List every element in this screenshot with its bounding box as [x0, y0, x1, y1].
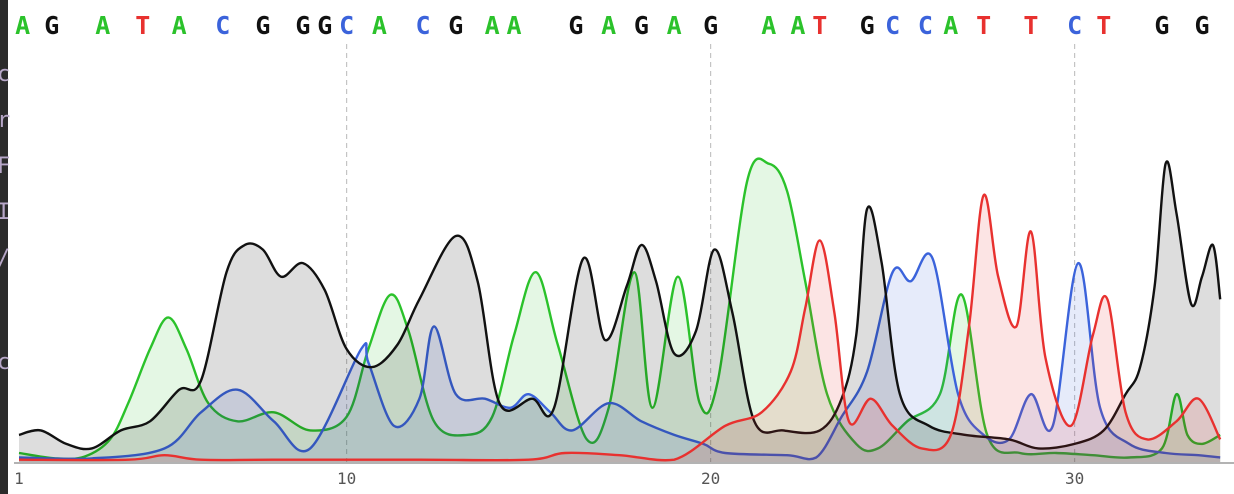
base-call[interactable]: G — [317, 11, 332, 40]
base-call[interactable]: G — [1154, 11, 1169, 40]
trace-fill-C — [19, 253, 1221, 462]
x-tick-label: 20 — [701, 469, 720, 488]
base-call[interactable]: A — [372, 11, 387, 40]
base-call[interactable]: A — [601, 11, 616, 40]
base-call[interactable]: C — [215, 11, 230, 40]
base-call[interactable]: G — [448, 11, 463, 40]
x-tick-label: 1 — [14, 469, 24, 488]
base-call[interactable]: C — [1067, 11, 1082, 40]
base-call[interactable]: A — [943, 11, 958, 40]
trace-T — [18, 193, 1222, 462]
base-call[interactable]: C — [339, 11, 354, 40]
grid-layer — [346, 44, 1076, 462]
base-call[interactable]: T — [1096, 11, 1111, 40]
trace-fill-A — [19, 158, 1221, 462]
base-call[interactable]: C — [918, 11, 933, 40]
base-call[interactable]: G — [703, 11, 718, 40]
base-call[interactable]: A — [507, 11, 522, 40]
base-call[interactable]: A — [761, 11, 776, 40]
base-call[interactable]: T — [976, 11, 991, 40]
base-call[interactable]: A — [667, 11, 682, 40]
base-call[interactable]: A — [172, 11, 187, 40]
edge-glyph: r — [0, 108, 11, 133]
base-call[interactable]: A — [95, 11, 110, 40]
base-call[interactable]: A — [790, 11, 805, 40]
base-call[interactable]: C — [885, 11, 900, 40]
base-call[interactable]: T — [812, 11, 827, 40]
edge-glyph: / — [0, 246, 10, 271]
base-call[interactable]: T — [1023, 11, 1038, 40]
edge-glyph: I — [0, 200, 11, 225]
base-call[interactable]: T — [135, 11, 150, 40]
base-call[interactable]: A — [485, 11, 500, 40]
x-tick-label: 30 — [1065, 469, 1084, 488]
base-call[interactable]: G — [295, 11, 310, 40]
trace-A — [18, 157, 1221, 461]
base-call[interactable]: G — [255, 11, 270, 40]
trace-C — [18, 252, 1221, 461]
base-call[interactable]: C — [416, 11, 431, 40]
base-call[interactable]: G — [44, 11, 59, 40]
edge-glyph: F — [0, 154, 11, 179]
left-panel-edge: c r F I / c — [0, 0, 11, 494]
x-axis: 1 10 20 30 — [14, 462, 1234, 488]
base-call[interactable]: G — [634, 11, 649, 40]
trace-G — [18, 160, 1222, 451]
trace-layer — [18, 157, 1222, 462]
base-call[interactable]: G — [1194, 11, 1209, 40]
trace-fill-T — [19, 194, 1221, 462]
edge-glyph: c — [0, 350, 11, 375]
edge-glyph: c — [0, 62, 11, 87]
base-call[interactable]: G — [860, 11, 875, 40]
base-call[interactable]: G — [568, 11, 583, 40]
x-tick-label: 10 — [337, 469, 356, 488]
base-call[interactable]: A — [15, 11, 30, 40]
